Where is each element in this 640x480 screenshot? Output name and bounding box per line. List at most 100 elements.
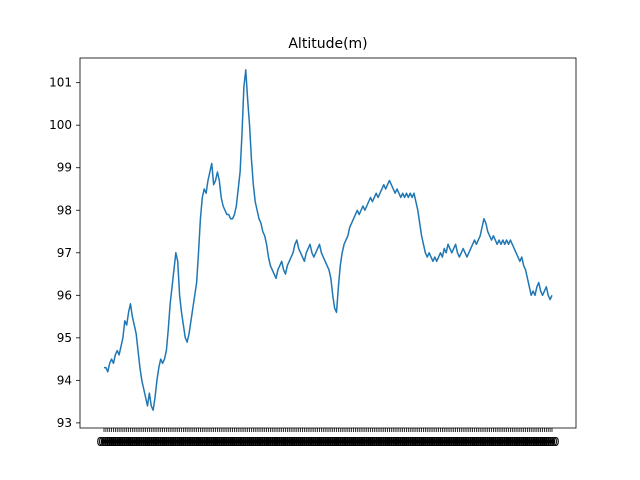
x-tick-label: 00 xyxy=(259,435,274,449)
x-tick-label: 00 xyxy=(204,435,219,449)
x-tick-label: 00 xyxy=(440,435,455,449)
x-tick-label: 00 xyxy=(514,435,529,449)
x-tick-label: 00 xyxy=(518,435,533,449)
x-tick-label: 00 xyxy=(215,435,230,449)
x-tick-label: 00 xyxy=(333,435,348,449)
x-tick-label: 00 xyxy=(180,435,195,449)
y-tick-label: 94 xyxy=(57,373,72,387)
x-tick-label: 00 xyxy=(96,435,111,449)
x-tick-label: 00 xyxy=(189,435,204,449)
x-tick-label: 00 xyxy=(166,435,181,449)
x-tick-label: 00 xyxy=(427,435,442,449)
x-tick-label: 00 xyxy=(414,435,429,449)
y-axis-ticks: 93 94 95 96 97 98 99 100 101 xyxy=(49,76,80,430)
x-tick-label: 00 xyxy=(212,435,227,449)
x-tick-label: 00 xyxy=(370,435,385,449)
x-tick-label: 00 xyxy=(232,435,247,449)
x-tick-label: 00 xyxy=(357,435,372,449)
x-tick-label: 00 xyxy=(342,435,357,449)
x-tick-label: 00 xyxy=(448,435,463,449)
x-tick-label: 00 xyxy=(276,435,291,449)
x-tick-label: 00 xyxy=(363,435,378,449)
x-tick-label: 00 xyxy=(401,435,416,449)
x-tick-label: 00 xyxy=(490,435,505,449)
x-tick-label: 00 xyxy=(98,435,113,449)
x-tick-label: 00 xyxy=(280,435,295,449)
x-tick-label: 00 xyxy=(157,435,172,449)
x-tick-label: 00 xyxy=(384,435,399,449)
x-tick-label: 00 xyxy=(136,435,151,449)
x-tick-label: 00 xyxy=(308,435,323,449)
x-tick-label: 00 xyxy=(473,435,488,449)
x-tick-label: 00 xyxy=(529,435,544,449)
x-tick-label: 00 xyxy=(459,435,474,449)
x-tick-label: 00 xyxy=(403,435,418,449)
x-tick-label: 00 xyxy=(399,435,414,449)
x-tick-label: 00 xyxy=(163,435,178,449)
x-tick-label: 00 xyxy=(117,435,132,449)
x-tick-label: 00 xyxy=(161,435,176,449)
x-tick-label: 00 xyxy=(159,435,174,449)
x-tick-label: 00 xyxy=(234,435,249,449)
x-tick-label: 00 xyxy=(505,435,520,449)
x-tick-label: 00 xyxy=(302,435,317,449)
x-tick-label: 00 xyxy=(486,435,501,449)
x-tick-label: 00 xyxy=(369,435,384,449)
x-tick-label: 00 xyxy=(227,435,242,449)
x-tick-label: 00 xyxy=(310,435,325,449)
x-tick-label: 00 xyxy=(325,435,340,449)
x-tick-label: 00 xyxy=(113,435,128,449)
x-tick-label: 00 xyxy=(164,435,179,449)
x-tick-label: 00 xyxy=(102,435,117,449)
y-tick-label: 101 xyxy=(49,76,72,90)
y-tick-label: 98 xyxy=(57,203,72,217)
x-tick-label: 00 xyxy=(119,435,134,449)
altitude-series-line xyxy=(104,69,553,411)
x-tick-label: 00 xyxy=(386,435,401,449)
x-tick-label: 00 xyxy=(138,435,153,449)
x-tick-label: 00 xyxy=(128,435,143,449)
x-tick-label: 00 xyxy=(104,435,119,449)
x-tick-label: 00 xyxy=(461,435,476,449)
x-tick-label: 00 xyxy=(198,435,213,449)
x-tick-label: 00 xyxy=(446,435,461,449)
x-tick-label: 00 xyxy=(244,435,259,449)
x-tick-label: 00 xyxy=(539,435,554,449)
x-tick-label: 00 xyxy=(127,435,142,449)
x-tick-label: 00 xyxy=(365,435,380,449)
x-tick-label: 00 xyxy=(488,435,503,449)
x-tick-label: 00 xyxy=(323,435,338,449)
x-tick-label: 00 xyxy=(353,435,368,449)
x-tick-label: 00 xyxy=(151,435,166,449)
x-tick-label: 00 xyxy=(508,435,523,449)
x-tick-label: 00 xyxy=(174,435,189,449)
x-tick-label: 00 xyxy=(336,435,351,449)
chart-title: Altitude(m) xyxy=(288,36,367,52)
x-tick-label: 00 xyxy=(340,435,355,449)
x-tick-label: 00 xyxy=(195,435,210,449)
x-tick-label: 00 xyxy=(535,435,550,449)
x-tick-label: 00 xyxy=(185,435,200,449)
x-tick-label: 00 xyxy=(493,435,508,449)
x-tick-label: 00 xyxy=(423,435,438,449)
x-tick-label: 00 xyxy=(123,435,138,449)
x-tick-label: 00 xyxy=(255,435,270,449)
x-tick-label: 00 xyxy=(410,435,425,449)
x-tick-label: 00 xyxy=(170,435,185,449)
x-tick-label: 00 xyxy=(134,435,149,449)
x-tick-label: 00 xyxy=(246,435,261,449)
x-tick-label: 00 xyxy=(444,435,459,449)
x-tick-label: 00 xyxy=(522,435,537,449)
x-tick-label: 00 xyxy=(359,435,374,449)
x-tick-label: 00 xyxy=(299,435,314,449)
x-tick-label: 00 xyxy=(456,435,471,449)
x-tick-label: 00 xyxy=(471,435,486,449)
x-tick-label: 00 xyxy=(214,435,229,449)
x-tick-label: 00 xyxy=(516,435,531,449)
x-tick-label: 00 xyxy=(420,435,435,449)
x-tick-label: 00 xyxy=(191,435,206,449)
x-tick-label: 00 xyxy=(329,435,344,449)
